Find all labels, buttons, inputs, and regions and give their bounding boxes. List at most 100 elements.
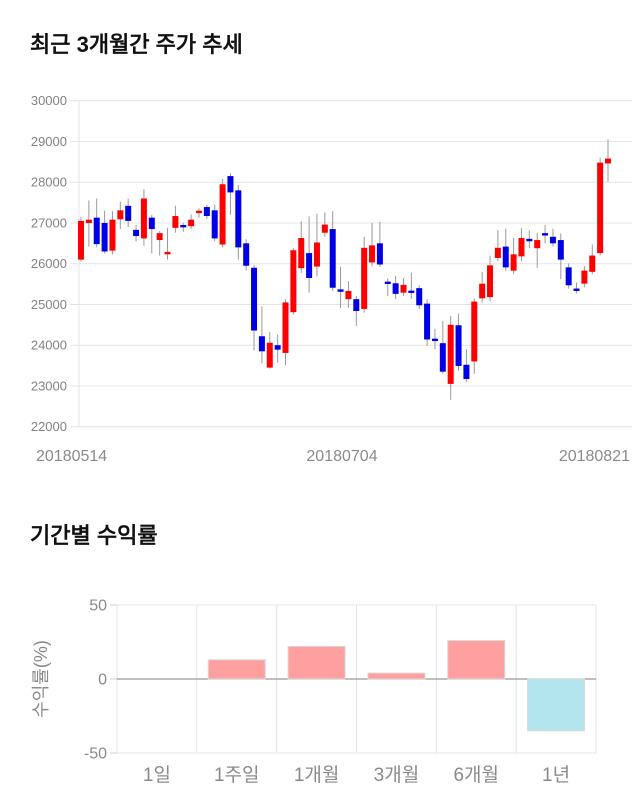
candle: [329, 211, 336, 292]
candle-body-up: [510, 254, 517, 271]
return-bar: [447, 640, 506, 680]
candle: [479, 271, 486, 303]
candle-body-up: [479, 283, 486, 299]
returns-y-tick-label: -50: [84, 746, 107, 763]
candle-body-up: [290, 250, 297, 313]
candle-body-down: [337, 289, 344, 292]
candle-body-up: [140, 198, 147, 239]
candle: [369, 222, 376, 267]
candle: [188, 214, 195, 230]
candle: [251, 265, 258, 351]
price-x-tick-label: 20180821: [559, 448, 630, 465]
candle: [526, 230, 533, 249]
candle-body-down: [439, 343, 446, 372]
returns-category-label: 1주일: [214, 764, 260, 786]
candle-body-down: [211, 210, 218, 239]
candle: [376, 221, 383, 267]
candle: [589, 244, 596, 275]
candle: [195, 208, 202, 218]
price-y-tick-label: 30000: [31, 93, 67, 108]
candle-body-down: [431, 338, 438, 342]
returns-category-label: 1일: [143, 764, 171, 786]
candle: [140, 189, 147, 246]
price-grid: 30000 29000 28000 27000 26000 25000 24000 23000…: [31, 93, 632, 434]
candle: [243, 239, 250, 271]
candle-body-up: [109, 219, 116, 251]
candle-body-down: [101, 222, 108, 252]
candle-body-up: [518, 238, 525, 257]
candle-body-down: [306, 253, 313, 278]
price-y-tick-label: 23000: [31, 378, 67, 393]
candle: [133, 224, 140, 242]
candle: [117, 201, 124, 230]
candle: [85, 200, 92, 247]
price-x-tick-label: 20180704: [306, 448, 377, 465]
candle: [463, 349, 470, 382]
return-bar: [527, 678, 586, 732]
returns-y-tick-label: 50: [89, 598, 107, 615]
returns-category-label: 1년: [542, 764, 570, 786]
returns-bar-chart: 50 0 -50 수익률(%) 1일 1주일 1개월 3개월 6개월 1년: [31, 598, 597, 786]
candle: [581, 266, 588, 288]
candle: [313, 213, 320, 277]
returns-category-labels: 1일 1주일 1개월 3개월 6개월 1년: [143, 764, 570, 786]
returns-y-axis-title: 수익률(%): [31, 640, 51, 718]
candle: [361, 236, 368, 313]
candle-body-up: [447, 324, 454, 384]
candle: [447, 315, 454, 400]
price-x-axis-labels: 20180514 20180704 20180821: [36, 448, 630, 465]
candle-body-down: [542, 233, 549, 236]
returns-chart-title: 기간별 수익률: [30, 523, 158, 548]
candle: [156, 231, 163, 256]
candle-body-down: [392, 283, 399, 294]
candle-body-down: [463, 364, 470, 380]
candle: [219, 178, 226, 248]
candle-body-up: [369, 245, 376, 263]
candle-body-down: [329, 229, 336, 288]
candle: [542, 224, 549, 244]
candle-body-down: [243, 243, 250, 266]
return-bar: [207, 659, 266, 680]
candle: [164, 227, 171, 260]
candle-body-down: [416, 288, 423, 306]
candle-body-up: [400, 284, 407, 293]
candle: [439, 320, 446, 374]
candle: [298, 221, 305, 274]
candle: [180, 222, 187, 232]
candle-body-up: [156, 233, 163, 241]
candle: [93, 198, 100, 248]
candle: [211, 204, 218, 242]
candle-body-up: [195, 210, 202, 214]
candle: [431, 328, 438, 350]
candle: [597, 157, 604, 256]
candle-body-down: [274, 345, 281, 350]
candle: [534, 232, 541, 268]
candle: [353, 295, 360, 327]
candle: [227, 173, 234, 215]
candle-body-down: [455, 325, 462, 366]
candle-body-down: [353, 299, 360, 311]
candle: [487, 255, 494, 302]
candle-body-up: [589, 255, 596, 272]
candle-body-down: [424, 303, 431, 340]
candle-body-up: [471, 301, 478, 362]
returns-category-label: 6개월: [453, 764, 499, 786]
return-bar: [367, 672, 426, 680]
candle: [337, 266, 344, 309]
returns-category-label: 3개월: [374, 764, 420, 786]
candle-body-down: [549, 236, 556, 244]
candle-body-down: [93, 217, 100, 245]
candle: [605, 139, 611, 182]
candle: [400, 277, 407, 296]
candle-body-up: [117, 210, 124, 220]
returns-category-label: 1개월: [294, 764, 340, 786]
candle-body-down: [258, 336, 265, 352]
candle-body-down: [227, 176, 234, 193]
return-bar: [287, 645, 346, 680]
candle: [266, 332, 273, 369]
candle-body-down: [235, 190, 242, 248]
candle-body-down: [557, 240, 564, 260]
candle: [424, 299, 431, 347]
candle: [455, 313, 462, 371]
candle: [557, 233, 564, 280]
